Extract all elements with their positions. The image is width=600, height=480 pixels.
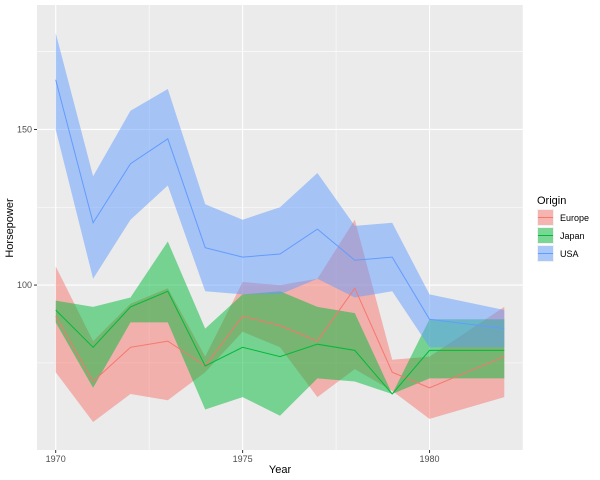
x-tick-label: 1975 bbox=[233, 454, 253, 464]
legend-label-europe: Europe bbox=[560, 213, 589, 223]
x-axis-title: Year bbox=[269, 464, 292, 476]
x-tick-label: 1970 bbox=[46, 454, 66, 464]
line-usa bbox=[55, 79, 505, 330]
line-japan bbox=[55, 290, 505, 395]
y-tick-label: 150 bbox=[17, 124, 32, 134]
legend-title: Origin bbox=[537, 195, 566, 207]
y-axis-title: Horsepower bbox=[4, 198, 16, 258]
legend-label-japan: Japan bbox=[560, 231, 585, 241]
mean-lines bbox=[55, 79, 505, 395]
ribbon-japan bbox=[55, 241, 505, 416]
legend-label-usa: USA bbox=[560, 249, 579, 259]
line-europe bbox=[55, 287, 505, 389]
legend: Origin Europe Japan USA bbox=[537, 195, 589, 262]
y-axis: 100 150 bbox=[17, 124, 37, 290]
x-tick-label: 1980 bbox=[420, 454, 440, 464]
ribbon-usa bbox=[55, 33, 505, 348]
x-axis: 1970 1975 1980 bbox=[46, 450, 440, 464]
y-tick-label: 100 bbox=[17, 280, 32, 290]
